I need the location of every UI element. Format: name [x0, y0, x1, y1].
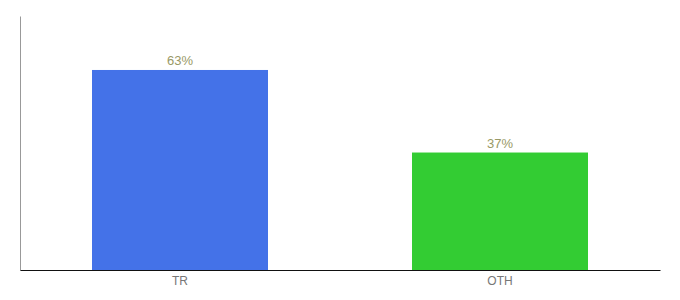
bar [92, 70, 268, 270]
data-labels: 63% 37% [167, 53, 513, 151]
bars [92, 70, 588, 270]
x-tick: TR [172, 274, 188, 288]
x-tick: OTH [487, 274, 512, 288]
x-tick-label: OTH [487, 274, 512, 288]
plot: TR OTH 63% 37% [21, 17, 661, 288]
x-axis: TR OTH [21, 271, 661, 288]
bar [412, 153, 588, 270]
x-axis-line [21, 270, 661, 271]
x-tick-label: TR [172, 274, 188, 288]
y-axis [20, 17, 21, 271]
data-label: 37% [487, 136, 513, 151]
data-label: 63% [167, 53, 193, 68]
chart: TR OTH 63% 37% [0, 0, 680, 300]
y-axis-line [20, 17, 21, 271]
